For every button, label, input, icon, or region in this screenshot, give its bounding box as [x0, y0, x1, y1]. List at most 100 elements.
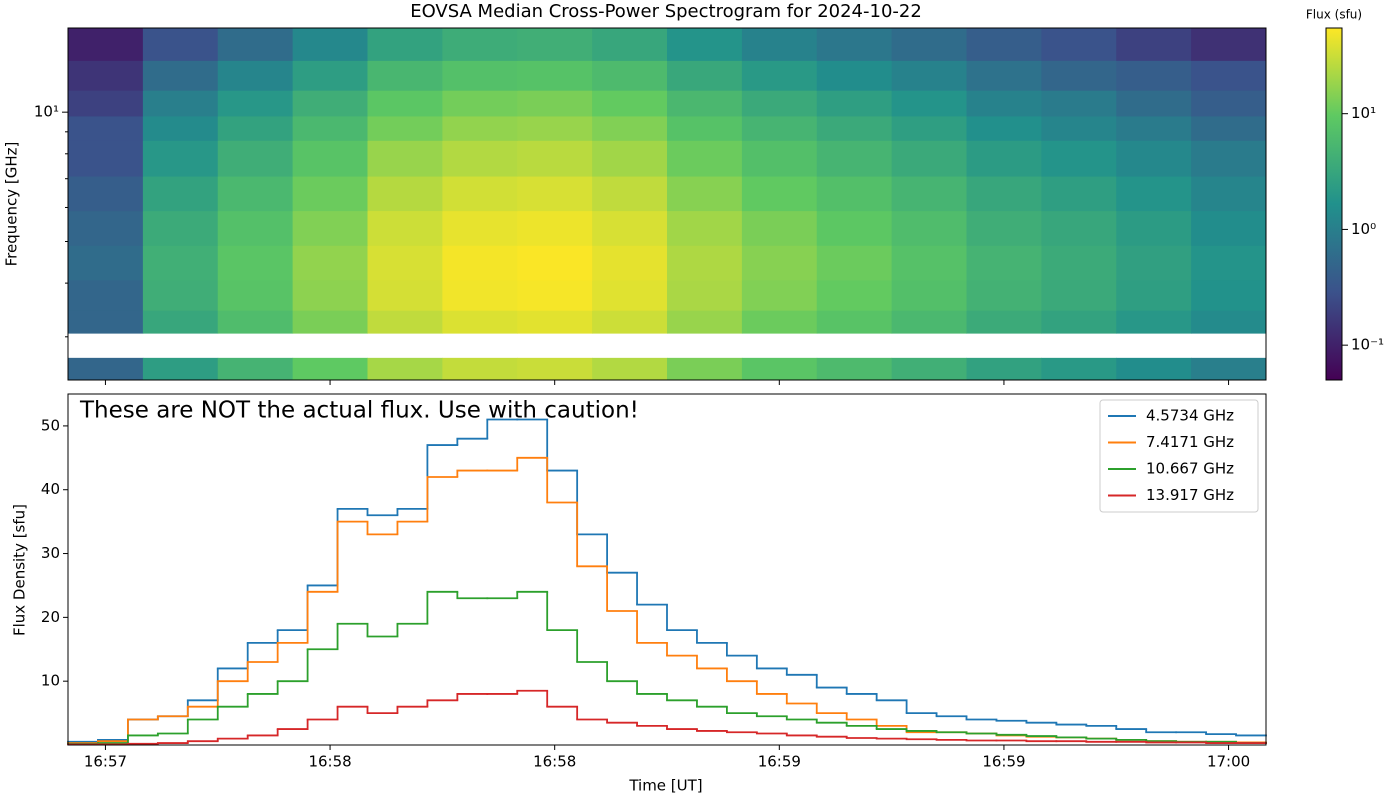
heatmap-cell — [667, 90, 743, 117]
heatmap-cell — [68, 28, 144, 61]
heatmap-cell — [1191, 140, 1267, 177]
heatmap-cell — [966, 115, 1042, 141]
heatmap-cell — [1041, 310, 1117, 334]
heatmap-cell — [741, 176, 818, 212]
heatmap-cell — [142, 60, 219, 91]
heatmap-cell — [292, 310, 368, 334]
heatmap-cell — [217, 140, 294, 177]
heatmap-cell — [741, 140, 818, 177]
heatmap-cell — [1041, 140, 1117, 177]
heatmap-cell — [217, 357, 294, 381]
heatmap-cell — [1191, 176, 1267, 212]
heatmap-cell — [741, 245, 818, 281]
heatmap-cell — [966, 357, 1042, 381]
heatmap-cell — [68, 357, 144, 381]
heatmap-cell — [442, 60, 518, 91]
axes-frame — [67, 393, 1267, 746]
heatmap-cell — [1191, 310, 1267, 334]
y-tick-label: 10 — [41, 672, 60, 690]
heatmap-cell — [68, 140, 144, 177]
heatmap-cell — [891, 140, 967, 177]
heatmap-cell — [1116, 115, 1192, 141]
heatmap-cell — [667, 176, 743, 212]
legend-label: 4.5734 GHz — [1146, 407, 1234, 425]
heatmap-cell — [68, 210, 144, 246]
heatmap-cell — [741, 28, 818, 61]
heatmap-cell — [292, 115, 368, 141]
heatmap-cell — [816, 28, 893, 61]
y-tick-label: 20 — [41, 608, 60, 626]
heatmap-cell — [68, 279, 144, 311]
heatmap-cell — [517, 357, 593, 381]
heatmap-cell — [292, 90, 368, 117]
heatmap-cell — [1116, 60, 1192, 91]
heatmap-cell — [1116, 357, 1192, 381]
heatmap-cell — [142, 357, 219, 381]
y-axis-label: Frequency [GHz] — [3, 142, 21, 267]
heatmap-cell — [142, 140, 219, 177]
y-tick-label: 10¹ — [34, 103, 59, 121]
heatmap-cell — [1041, 176, 1117, 212]
heatmap-cell — [966, 176, 1042, 212]
heatmap-cell — [367, 310, 443, 334]
heatmap-cell — [741, 279, 818, 311]
x-tick-label: 16:57 — [84, 753, 127, 771]
x-tick-label: 17:00 — [1207, 753, 1250, 771]
heatmap-cell — [1116, 245, 1192, 281]
heatmap-cell — [592, 310, 668, 334]
heatmap-cell — [68, 60, 144, 91]
heatmap-cell — [292, 245, 368, 281]
heatmap-cell — [217, 210, 294, 246]
heatmap-cell — [292, 279, 368, 311]
colorbar — [1325, 27, 1343, 381]
y-tick-label: 40 — [41, 480, 60, 498]
heatmap-cell — [966, 245, 1042, 281]
heatmap-cell — [442, 28, 518, 61]
heatmap-cell — [217, 60, 294, 91]
heatmap-cell — [442, 176, 518, 212]
heatmap-cell — [667, 115, 743, 141]
heatmap-cell — [217, 310, 294, 334]
heatmap-cell — [592, 176, 668, 212]
heatmap-cell — [1191, 115, 1267, 141]
heatmap-cell — [217, 245, 294, 281]
heatmap-cell — [68, 310, 144, 334]
heatmap-cell — [217, 115, 294, 141]
heatmap-cell — [142, 279, 219, 311]
heatmap-cell — [592, 210, 668, 246]
annotation: These are NOT the actual flux. Use with … — [79, 398, 639, 424]
heatmap-cell — [1191, 357, 1267, 381]
heatmap-cell — [292, 357, 368, 381]
heatmap-cell — [966, 28, 1042, 61]
legend-label: 7.4171 GHz — [1146, 433, 1234, 451]
heatmap-cell — [667, 245, 743, 281]
y-tick-label: 50 — [41, 416, 60, 434]
heatmap-cell — [292, 140, 368, 177]
heatmap-cell — [966, 210, 1042, 246]
heatmap-cell — [142, 245, 219, 281]
heatmap-cell — [667, 60, 743, 91]
heatmap-cell — [1191, 90, 1267, 117]
heatmap-cell — [741, 357, 818, 381]
y-tick-label: 30 — [41, 544, 60, 562]
heatmap-cell — [217, 176, 294, 212]
heatmap-cell — [1116, 28, 1192, 61]
x-tick-label: 16:59 — [982, 753, 1025, 771]
heatmap-cell — [667, 140, 743, 177]
heatmap-cell — [966, 140, 1042, 177]
heatmap-cell — [292, 28, 368, 61]
x-axis-label: Time [UT] — [628, 777, 702, 795]
heatmap-cell — [741, 210, 818, 246]
heatmap-cell — [816, 140, 893, 177]
heatmap-cell — [1116, 90, 1192, 117]
heatmap-cell — [1116, 279, 1192, 311]
heatmap-cell — [891, 176, 967, 212]
heatmap-cell — [891, 245, 967, 281]
heatmap-cell — [217, 90, 294, 117]
heatmap-cell — [1041, 210, 1117, 246]
heatmap-cell — [1041, 279, 1117, 311]
heatmap-cell — [816, 357, 893, 381]
heatmap-cell — [1041, 245, 1117, 281]
heatmap-cell — [816, 90, 893, 117]
heatmap-cell — [517, 28, 593, 61]
